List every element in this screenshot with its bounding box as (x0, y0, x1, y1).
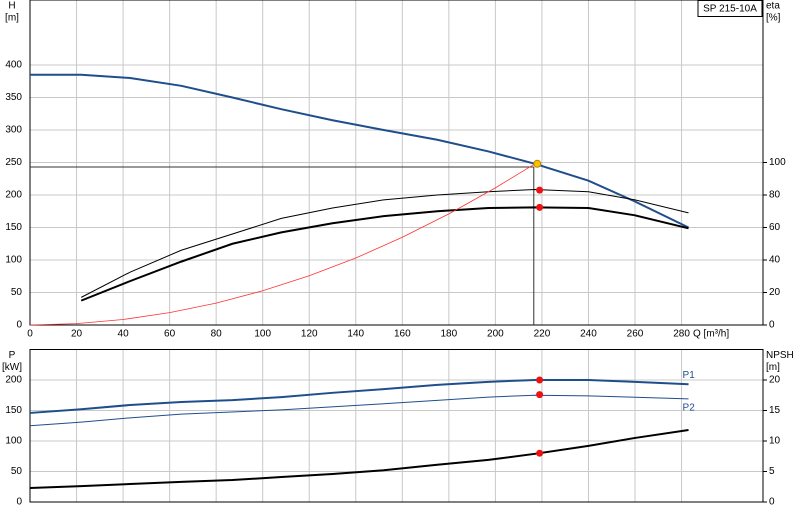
x-tick-label: 240 (580, 329, 597, 340)
y-tick-label: 350 (5, 92, 22, 103)
y2-tick-label: 5 (769, 466, 775, 477)
y-tick-label: 300 (5, 125, 22, 136)
y-tick-label: 200 (5, 375, 22, 386)
x-tick-label: 80 (211, 329, 223, 340)
y2-tick-label: 80 (769, 190, 781, 201)
curve (29, 429, 689, 489)
y2-axis-unit: [m] (766, 362, 780, 373)
x-tick-label: 160 (394, 329, 411, 340)
y-axis-unit: [m] (5, 13, 19, 24)
y2-tick-label: 20 (769, 287, 781, 298)
x-tick-label: 220 (534, 329, 551, 340)
y-axis-label: P (9, 350, 16, 361)
x-tick-label: 60 (164, 329, 176, 340)
y-tick-label: 150 (5, 222, 22, 233)
operating-point (533, 159, 542, 168)
operating-point (536, 376, 544, 384)
x-tick-label: 20 (71, 329, 83, 340)
y2-tick-label: 10 (769, 436, 781, 447)
y2-tick-label: 20 (769, 375, 781, 386)
y-tick-label: 100 (5, 436, 22, 447)
y-axis-unit: [kW] (2, 362, 22, 373)
x-tick-label: 120 (301, 329, 318, 340)
y-tick-label: 50 (11, 466, 23, 477)
operating-point (536, 391, 544, 399)
y-tick-label: 0 (16, 497, 22, 508)
x-tick-label: 280 (673, 329, 690, 340)
y2-tick-label: 60 (769, 222, 781, 233)
y2-axis-label: eta (766, 1, 780, 12)
x-tick-label: 200 (487, 329, 504, 340)
plot-frame (29, 0, 764, 326)
curve (29, 163, 536, 326)
y-tick-label: 250 (5, 157, 22, 168)
curve (30, 73, 689, 229)
tag-box (697, 0, 763, 17)
y-tick-label: 400 (5, 60, 22, 71)
y2-axis-label: NPSH (766, 350, 794, 361)
operating-point (536, 449, 544, 457)
y-tick-label: 150 (5, 405, 22, 416)
x-tick-label: 0 (27, 329, 33, 340)
y2-tick-label: 40 (769, 255, 781, 266)
y-tick-label: 0 (16, 320, 22, 331)
x-tick-label: 40 (118, 329, 130, 340)
y-tick-label: 100 (5, 255, 22, 266)
tag: SP 215-10A (703, 4, 757, 15)
curve (80, 206, 689, 302)
y2-tick-label: 0 (769, 320, 775, 331)
y2-tick-label: 0 (769, 497, 775, 508)
curve (29, 394, 689, 427)
x-tick-label: 180 (441, 329, 458, 340)
operating-point (536, 186, 544, 194)
x-axis-label: Q [m³/h] (693, 329, 729, 340)
y-tick-label: 200 (5, 190, 22, 201)
y2-tick-label: 100 (769, 157, 786, 168)
curve (80, 188, 689, 298)
curve (29, 379, 689, 414)
x-tick-label: 100 (254, 329, 271, 340)
x-tick-label: 260 (627, 329, 644, 340)
series-label: P1 (683, 370, 696, 381)
y-axis-label: H (8, 1, 15, 12)
series-label: P2 (683, 403, 696, 414)
x-tick-label: 140 (347, 329, 364, 340)
y2-tick-label: 15 (769, 405, 781, 416)
operating-point (536, 203, 544, 211)
y2-axis-unit: [%] (766, 13, 781, 24)
y-tick-label: 50 (11, 287, 23, 298)
